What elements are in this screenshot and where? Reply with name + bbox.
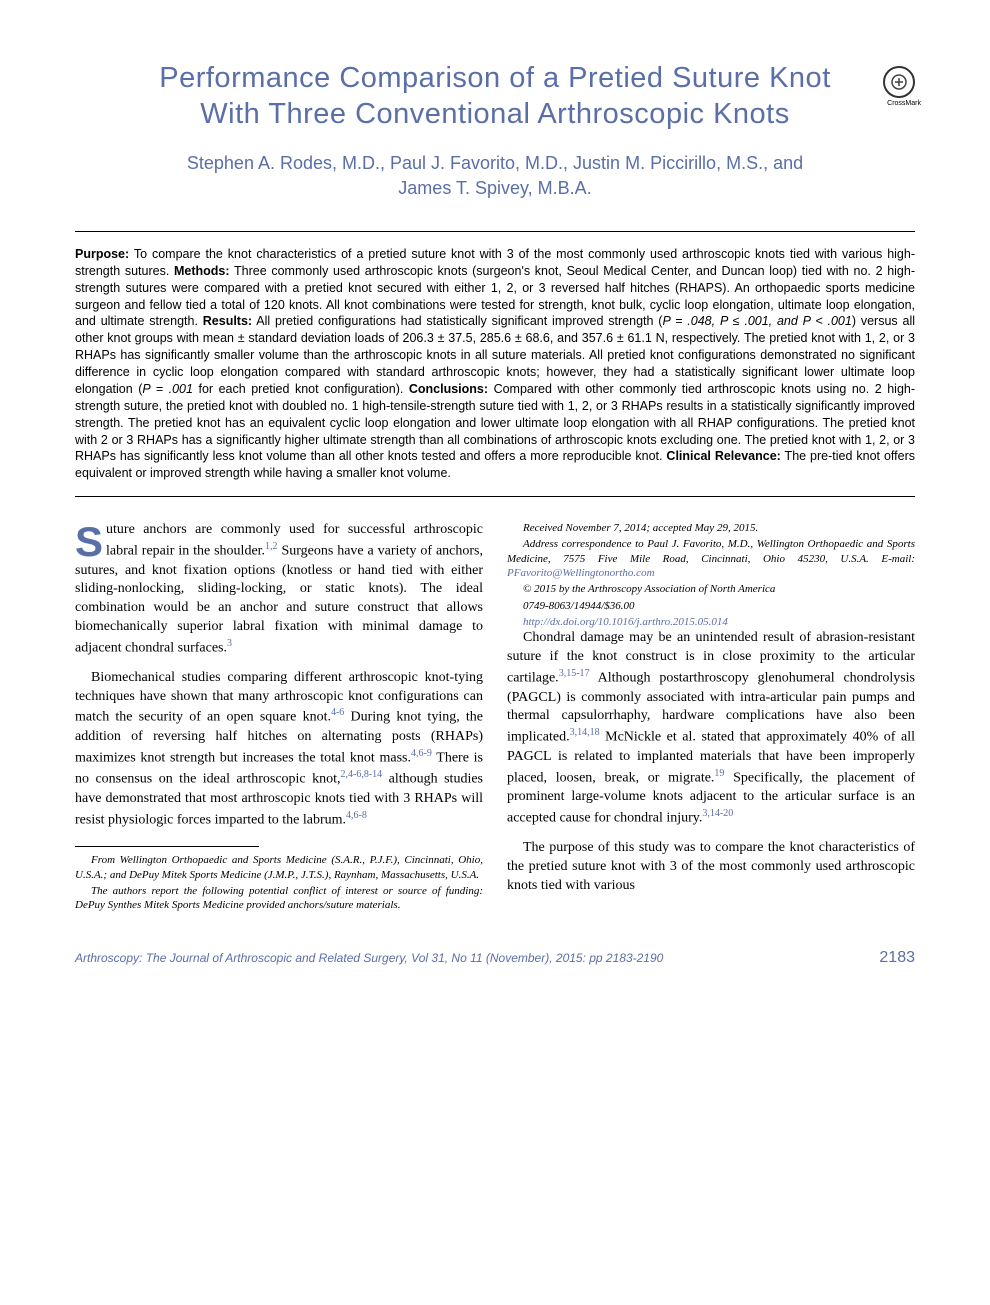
crossmark-icon[interactable]	[883, 66, 915, 98]
rule-top	[75, 231, 915, 232]
abstract-results-label: Results:	[203, 314, 252, 328]
ref[interactable]: 19	[714, 768, 724, 779]
authors: Stephen A. Rodes, M.D., Paul J. Favorito…	[75, 151, 915, 201]
ref[interactable]: 4,6-9	[411, 748, 432, 759]
ref[interactable]: 2,4-6,8-14	[341, 769, 383, 780]
body-p2: Biomechanical studies comparing differen…	[75, 669, 483, 831]
footnote-affil: From Wellington Orthopaedic and Sports M…	[75, 853, 483, 882]
footnote-dates: Received November 7, 2014; accepted May …	[507, 521, 915, 535]
page-number: 2183	[879, 949, 915, 967]
body-p3: Chondral damage may be an unintended res…	[507, 629, 915, 829]
abstract: Purpose: To compare the knot characteris…	[75, 246, 915, 482]
footnote-copyright: © 2015 by the Arthroscopy Association of…	[507, 582, 915, 596]
footnote-corr: Address correspondence to Paul J. Favori…	[507, 537, 915, 580]
abstract-clinrel-label: Clinical Relevance:	[666, 449, 780, 463]
rule-bottom	[75, 496, 915, 497]
article-title: Performance Comparison of a Pretied Sutu…	[75, 60, 915, 133]
abstract-purpose-label: Purpose:	[75, 247, 129, 261]
crossmark-label: CrossMark	[887, 100, 921, 107]
footnote-coi: The authors report the following potenti…	[75, 884, 483, 913]
ref[interactable]: 3,14,18	[570, 727, 600, 738]
ref[interactable]: 4,6-8	[346, 810, 367, 821]
dropcap: S	[75, 521, 106, 560]
doi-link[interactable]: http://dx.doi.org/10.1016/j.arthro.2015.…	[523, 616, 728, 628]
ref[interactable]: 1,2	[265, 541, 278, 552]
footnote-separator	[75, 846, 259, 847]
body-p1: Suture anchors are commonly used for suc…	[75, 521, 483, 659]
ref[interactable]: 3,15-17	[559, 668, 590, 679]
body-columns: Suture anchors are commonly used for suc…	[75, 521, 915, 912]
page-footer: Arthroscopy: The Journal of Arthroscopic…	[75, 949, 915, 967]
abstract-conclusions-label: Conclusions:	[409, 382, 488, 396]
footnote-issn: 0749-8063/14944/$36.00	[507, 599, 915, 613]
body-p4: The purpose of this study was to compare…	[507, 839, 915, 896]
ref[interactable]: 3,14-20	[702, 808, 733, 819]
corr-email-link[interactable]: PFavorito@Wellingtonortho.com	[507, 567, 655, 579]
ref[interactable]: 3	[227, 638, 232, 649]
journal-citation: Arthroscopy: The Journal of Arthroscopic…	[75, 951, 663, 965]
abstract-methods-label: Methods:	[174, 264, 230, 278]
footnote-doi: http://dx.doi.org/10.1016/j.arthro.2015.…	[507, 615, 915, 629]
ref[interactable]: 4-6	[331, 707, 344, 718]
